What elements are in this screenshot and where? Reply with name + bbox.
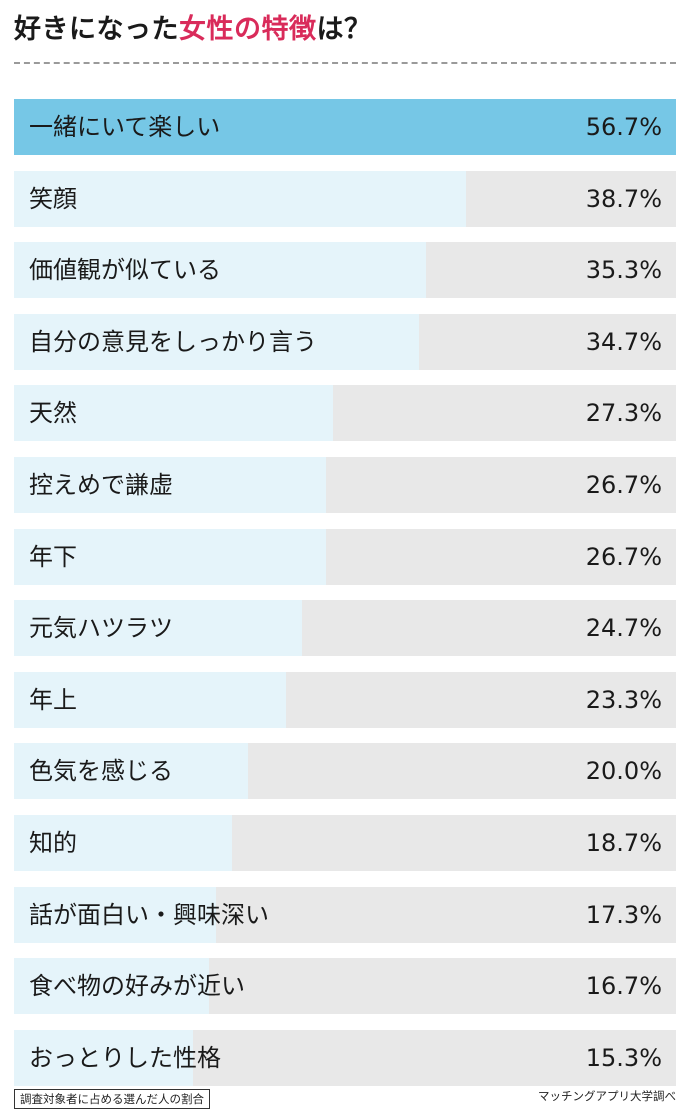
bar-value: 26.7%: [585, 542, 662, 571]
bar: [14, 815, 233, 871]
bar-label: 天然: [29, 399, 77, 428]
bar: [14, 958, 209, 1015]
bar-value: 23.3%: [585, 685, 662, 714]
bar-row: 控えめで謙虚 26.7%: [14, 457, 676, 513]
bar-value: 34.7%: [585, 327, 662, 356]
bar-value: 56.7%: [585, 113, 662, 141]
bar-label: 自分の意見をしっかり言う: [29, 327, 317, 356]
title-divider: [14, 62, 676, 64]
bar-value: 15.3%: [585, 1043, 662, 1072]
bar-row: 食べ物の好みが近い 16.7%: [14, 958, 676, 1015]
bar-row: 年下 26.7%: [14, 528, 676, 585]
bar-value: 20.0%: [585, 757, 662, 786]
bar: [14, 242, 427, 299]
bar-value: 24.7%: [585, 614, 662, 643]
title-accent: 女性の特徴: [179, 14, 317, 45]
bar: [14, 385, 333, 442]
bar-label: 控えめで謙虚: [29, 471, 173, 499]
bar-label: 笑顔: [29, 184, 77, 213]
bar: [14, 671, 287, 728]
title-prefix: 好きになった: [14, 14, 179, 45]
footnote: 調査対象者に占める選んだ人の割合: [14, 1089, 210, 1109]
bar-row: 話が面白い・興味深い 17.3%: [14, 886, 676, 943]
bar: [14, 886, 216, 943]
bar-label: 元気ハツラツ: [29, 614, 173, 643]
source-credit: マッチングアプリ大学調べ: [538, 1089, 676, 1103]
bar-row: 天然 27.3%: [14, 385, 676, 442]
bar: [14, 528, 326, 585]
bar-row: 年上 23.3%: [14, 671, 676, 728]
bar-label: 一緒にいて楽しい: [29, 113, 221, 141]
bar-value: 16.7%: [585, 972, 662, 1001]
bar-row: 価値観が似ている 35.3%: [14, 242, 676, 299]
bar-label: 年下: [29, 542, 77, 571]
bar: [14, 600, 303, 657]
bar: [14, 457, 326, 513]
bar-label: 知的: [29, 829, 77, 857]
bar-label: 価値観が似ている: [29, 256, 221, 285]
bar-value: 18.7%: [585, 829, 662, 857]
bar-row: 知的 18.7%: [14, 815, 676, 871]
chart-title: 好きになった女性の特徴は？: [14, 10, 372, 50]
bar: [14, 743, 248, 800]
bar-row: おっとりした性格 15.3%: [14, 1029, 676, 1086]
bar: [14, 1029, 193, 1086]
bar-value: 26.7%: [585, 471, 662, 499]
bar: [14, 170, 466, 227]
title-suffix: は？: [316, 14, 372, 45]
bar-row: 一緒にいて楽しい 56.7%: [14, 99, 676, 155]
bar-label: 色気を感じる: [29, 757, 173, 786]
bar-value: 17.3%: [585, 900, 662, 929]
bar-value: 35.3%: [585, 256, 662, 285]
bar-label: 話が面白い・興味深い: [29, 900, 269, 929]
bar: [14, 99, 676, 155]
bar-label: 食べ物の好みが近い: [29, 972, 245, 1001]
bar-label: おっとりした性格: [29, 1043, 221, 1072]
bar-label: 年上: [29, 685, 77, 714]
bar-row: 笑顔 38.7%: [14, 170, 676, 227]
bar-row: 元気ハツラツ 24.7%: [14, 600, 676, 657]
bar-value: 38.7%: [585, 184, 662, 213]
bar-row: 自分の意見をしっかり言う 34.7%: [14, 313, 676, 370]
bar: [14, 313, 420, 370]
bar-value: 27.3%: [585, 399, 662, 428]
bar-row: 色気を感じる 20.0%: [14, 743, 676, 800]
